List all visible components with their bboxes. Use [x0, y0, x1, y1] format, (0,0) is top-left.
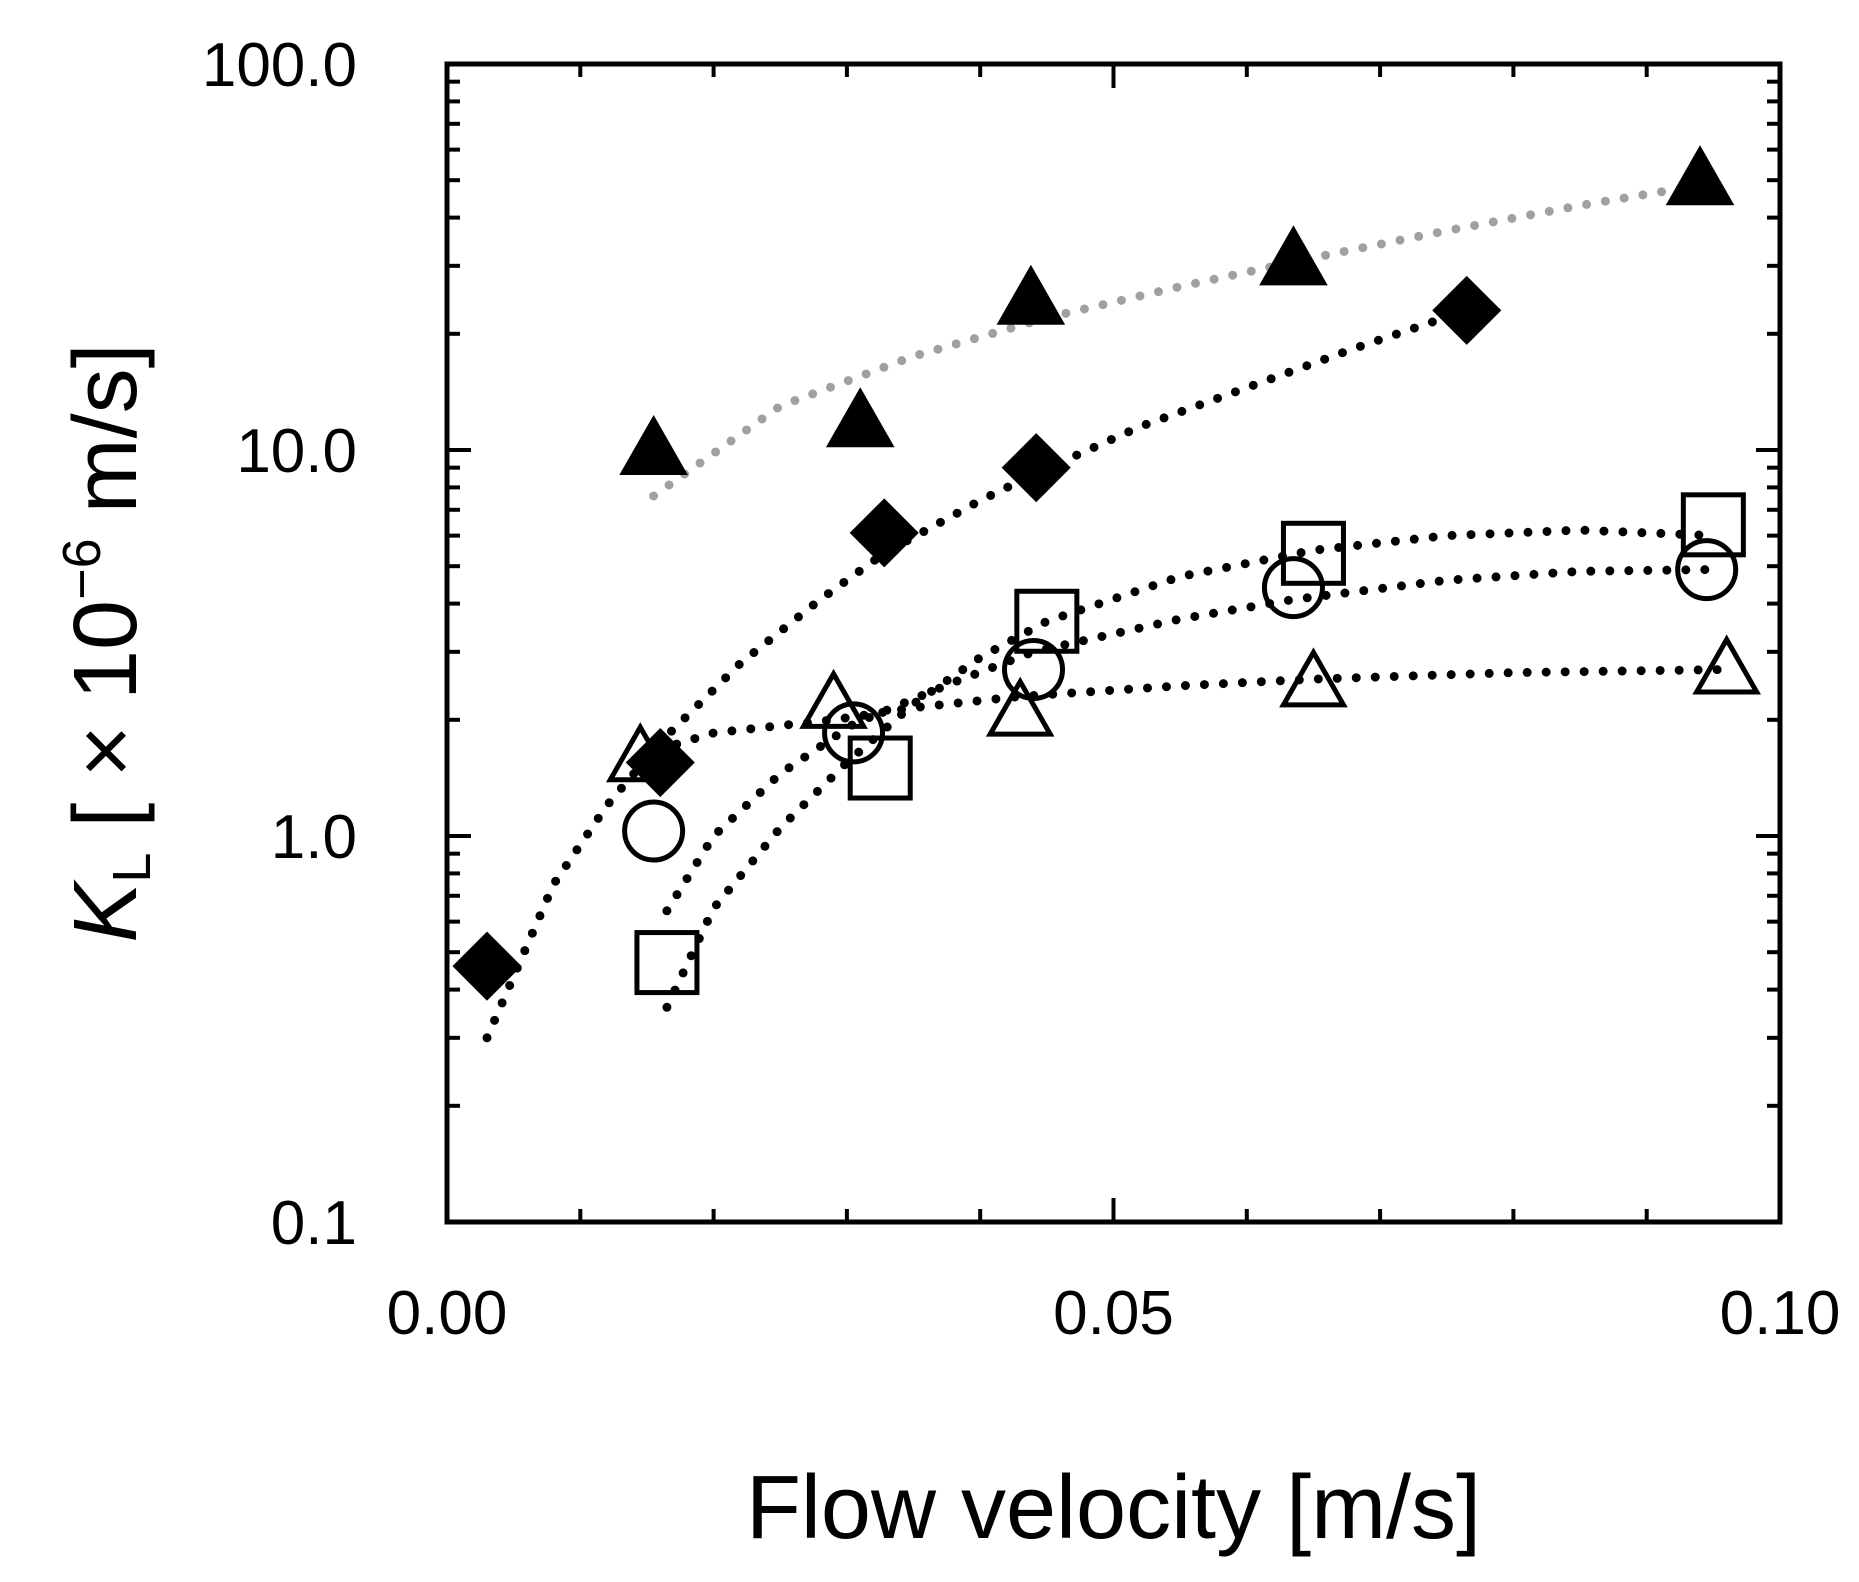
point-open-square: [1680, 492, 1746, 558]
point-filled-triangle: [1665, 145, 1735, 206]
point-open-triangle: [605, 722, 675, 783]
x-axis-title: Flow velocity [m/s]: [746, 1458, 1481, 1558]
point-open-circle: [622, 799, 686, 863]
point-open-circle: [1002, 637, 1066, 701]
fit-line-filled-diamond: [482, 305, 1472, 1043]
point-open-circle: [1261, 556, 1325, 620]
point-filled-triangle: [619, 414, 688, 475]
y-tick-label: 10.0: [236, 417, 357, 486]
x-tick-label: 0.10: [1720, 1279, 1841, 1348]
point-open-triangle: [1692, 634, 1761, 695]
point-filled-triangle: [996, 264, 1066, 325]
point-open-square: [1014, 588, 1080, 654]
y-axis-unit-open: [ × 10: [56, 600, 156, 853]
axis-ticks: [445, 62, 1782, 1224]
point-open-triangle: [985, 676, 1055, 737]
point-open-square: [1280, 520, 1346, 586]
fit-line-filled-triangle: [649, 180, 1705, 501]
plot-frame: [444, 61, 1783, 1225]
fit-line-open-triangle: [635, 665, 1732, 760]
fit-line-open-square: [662, 525, 1718, 1012]
tick-labels: 0.00 0.05 0.10 0.1 1.0 10.0 100.0: [202, 31, 1840, 1348]
y-axis-unit-close: m/s]: [56, 343, 156, 538]
point-filled-diamond: [1001, 433, 1071, 503]
x-tick-label: 0.05: [1053, 1279, 1174, 1348]
point-open-triangle: [799, 668, 868, 729]
point-filled-diamond: [1432, 275, 1502, 345]
y-tick-label: 100.0: [202, 31, 357, 100]
point-filled-diamond: [452, 931, 522, 1001]
point-open-square: [634, 930, 700, 996]
point-filled-diamond: [849, 498, 919, 568]
point-filled-triangle: [825, 387, 895, 448]
point-open-circle: [1675, 538, 1739, 602]
point-open-triangle: [1279, 647, 1348, 708]
point-filled-triangle: [1259, 225, 1328, 286]
y-axis-subscript: L: [102, 853, 162, 883]
y-axis-exponent: −6: [52, 538, 112, 600]
x-tick-label: 0.00: [387, 1279, 508, 1348]
y-tick-label: 1.0: [271, 803, 357, 872]
y-axis-symbol: K: [56, 879, 156, 943]
data-markers: [452, 145, 1761, 1001]
y-axis-title: KL [ × 10−6 m/s]: [52, 343, 162, 942]
fit-lines: [482, 180, 1732, 1043]
fit-line-open-circle: [662, 565, 1712, 916]
y-tick-label: 0.1: [271, 1189, 357, 1258]
